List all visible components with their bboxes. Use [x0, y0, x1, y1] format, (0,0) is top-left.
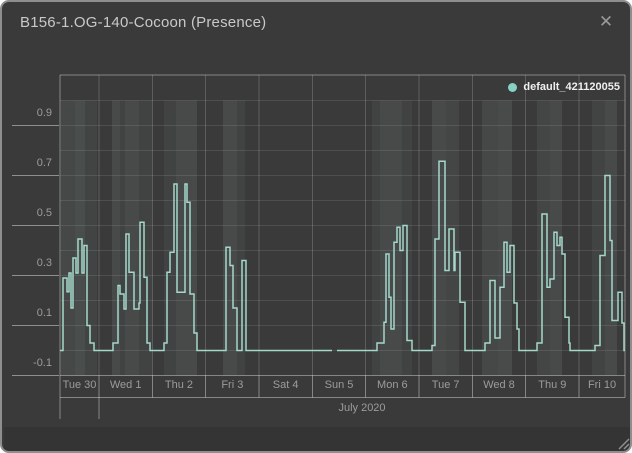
x-day-label: Fri 10 [587, 379, 617, 391]
schedule-band [85, 100, 97, 376]
x-day-label: Thu 2 [164, 379, 194, 391]
window-title: B156-1.OG-140-Cocoon (Presence) [20, 14, 267, 31]
schedule-band [372, 100, 380, 376]
schedule-band [498, 100, 512, 376]
y-tick-label: -0.1 [33, 356, 52, 369]
legend-color-dot-icon [508, 82, 518, 92]
y-tick-label: 0.9 [36, 106, 52, 119]
x-day-label: Wed 8 [483, 379, 515, 391]
schedule-band [592, 100, 605, 376]
legend-item[interactable]: default_421120055 [508, 81, 620, 93]
x-day-label: Fri 3 [221, 379, 244, 391]
schedule-band [237, 100, 245, 376]
schedule-band [120, 100, 125, 376]
resize-grip-icon[interactable] [623, 443, 630, 450]
schedule-band [75, 100, 85, 376]
y-tick-label: 0.1 [36, 306, 52, 319]
x-day-label: Tue 7 [431, 379, 460, 391]
presence-step-line [60, 183, 332, 352]
x-day-label: Sat 4 [272, 379, 299, 391]
schedule-band [446, 100, 459, 376]
y-tick-label: 0.5 [36, 206, 52, 219]
schedule-band [176, 100, 197, 376]
resize-grip-icon[interactable] [618, 438, 630, 450]
schedule-band [112, 100, 120, 376]
x-day-label: Sun 5 [324, 379, 354, 391]
schedule-band [125, 100, 139, 376]
x-day-label: Thu 9 [538, 379, 567, 391]
x-day-label: Wed 1 [109, 379, 142, 391]
schedule-band [482, 100, 498, 376]
y-tick-label: 0.3 [36, 256, 52, 269]
y-tick-label: 0.7 [36, 156, 52, 169]
schedule-band [605, 100, 617, 376]
schedule-band [537, 100, 550, 376]
x-day-label: Tue 30 [62, 379, 97, 391]
schedule-band [139, 100, 152, 376]
legend-series-label: default_421120055 [523, 81, 620, 93]
footer-strip [4, 427, 630, 451]
window-titlebar[interactable]: B156-1.OG-140-Cocoon (Presence) ✕ [2, 2, 630, 46]
presence-step-line [337, 160, 625, 352]
x-day-label: Mon 6 [377, 379, 408, 391]
close-icon[interactable]: ✕ [595, 11, 617, 33]
x-axis-month-label: July 2020 [338, 402, 386, 414]
schedule-band [550, 100, 562, 376]
schedule-band [223, 100, 237, 376]
